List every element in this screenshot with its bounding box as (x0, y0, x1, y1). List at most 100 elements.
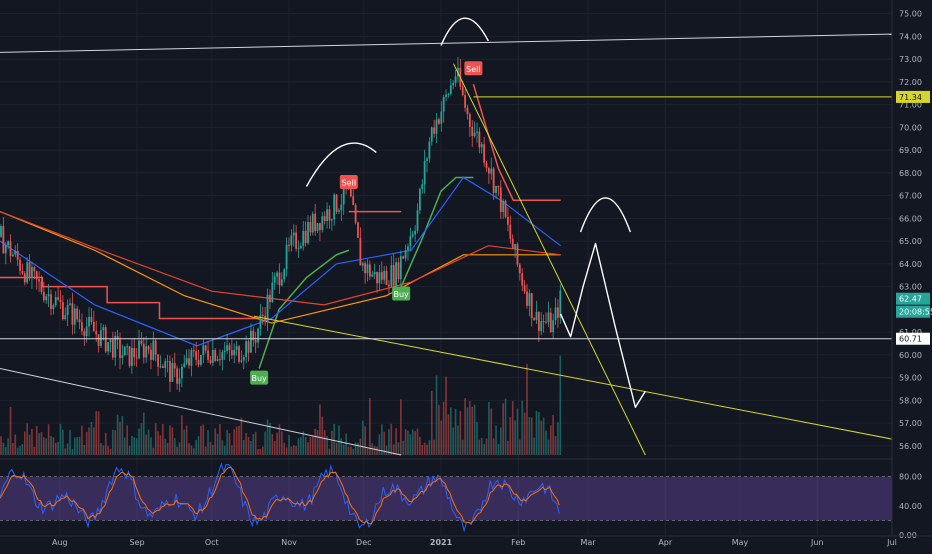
price-tick-label: 75.00 (899, 10, 922, 19)
oscillator-tick-label: 80.00 (899, 473, 922, 482)
candle-body (235, 346, 238, 350)
volume-bar (407, 430, 409, 455)
downtrend-line (472, 83, 561, 201)
candle-body (100, 330, 102, 346)
volume-bar (12, 442, 14, 455)
volume-bar (483, 444, 485, 455)
candle-body (283, 269, 286, 280)
candle-body (499, 187, 502, 212)
candle-body (161, 366, 164, 368)
volume-bar (495, 425, 497, 455)
volume-bar (264, 431, 266, 455)
volume-bar (545, 430, 547, 455)
volume-bar (354, 442, 357, 455)
trendline (0, 33, 893, 53)
candle-body (342, 184, 345, 205)
volume-bar (121, 416, 124, 455)
support-price-badge: 60.71 (899, 335, 922, 344)
oscillator-k-line (0, 462, 560, 533)
candle-body (349, 183, 352, 197)
volume-bar (214, 428, 216, 455)
volume-bar (145, 434, 147, 455)
volume-bar (159, 435, 162, 455)
signal-badge-buy (250, 370, 269, 385)
candle-body (497, 185, 500, 188)
candle-body (183, 363, 186, 367)
candle-body (135, 357, 138, 359)
candle-body (23, 273, 26, 283)
volume-bar (133, 437, 136, 455)
volume-bar (14, 434, 17, 455)
volume-bar (509, 417, 512, 455)
volume-bar (45, 438, 48, 455)
signal-label-sell: Sell (342, 179, 356, 188)
candle-body (392, 265, 395, 286)
volume-bar (459, 411, 462, 455)
volume-bar (559, 355, 562, 455)
volume-bar (447, 414, 450, 455)
oscillator-tick-label: 40.00 (899, 502, 922, 511)
candle-body (247, 341, 250, 353)
candle-body (169, 361, 171, 382)
candle-body (399, 256, 402, 280)
candle-body (464, 94, 466, 108)
volume-bar (73, 437, 76, 455)
candle-body (109, 339, 112, 343)
volume-bar (35, 426, 38, 455)
candle-body (266, 294, 269, 321)
volume-bar (292, 445, 295, 455)
candle-body (304, 230, 307, 244)
candle-body (526, 291, 528, 306)
volume-bar (69, 429, 71, 455)
candle-body (152, 340, 155, 360)
price-tick-label: 63.00 (899, 283, 922, 292)
candle-body (238, 346, 240, 362)
candle-body (516, 244, 519, 265)
candle-body (190, 349, 193, 366)
volume-bars (0, 355, 562, 455)
candle-body (200, 355, 202, 365)
candle-body (442, 97, 445, 112)
oscillator-d-line (0, 466, 560, 525)
signal-badge-sell (464, 61, 483, 76)
candle-body (352, 196, 355, 206)
volume-bar (554, 436, 557, 455)
volume-bar (504, 398, 507, 455)
volume-bar (364, 426, 366, 455)
candle-body (216, 359, 219, 361)
volume-bar (307, 442, 309, 455)
support-price-badge-bg (896, 332, 930, 345)
candle-body (473, 132, 476, 137)
candle-body (195, 351, 198, 360)
candle-body (447, 94, 450, 96)
candle-body (52, 305, 55, 310)
candle-body (9, 241, 12, 257)
candle-body (38, 279, 40, 282)
volume-bar (202, 424, 205, 455)
oscillator-band (0, 476, 892, 521)
candle-body (273, 276, 276, 283)
candle-body (250, 330, 252, 353)
volume-bar (24, 431, 26, 455)
candle-body (207, 350, 209, 360)
candle-body (504, 200, 507, 217)
candle-body (159, 366, 162, 368)
time-tick-label: May (732, 538, 749, 547)
volume-bar (197, 436, 200, 455)
candle-body (166, 361, 169, 363)
volume-bar (2, 442, 5, 455)
candle-body (557, 307, 559, 318)
volume-bar (16, 447, 19, 455)
volume-bar (526, 363, 528, 455)
volume-bar (228, 433, 231, 455)
price-tick-label: 69.00 (899, 146, 922, 155)
candle-body (480, 144, 483, 148)
candle-body (433, 127, 436, 134)
volume-bar (319, 404, 321, 455)
volume-bar (171, 427, 174, 455)
candle-body (535, 311, 538, 321)
volume-bar (188, 443, 190, 455)
